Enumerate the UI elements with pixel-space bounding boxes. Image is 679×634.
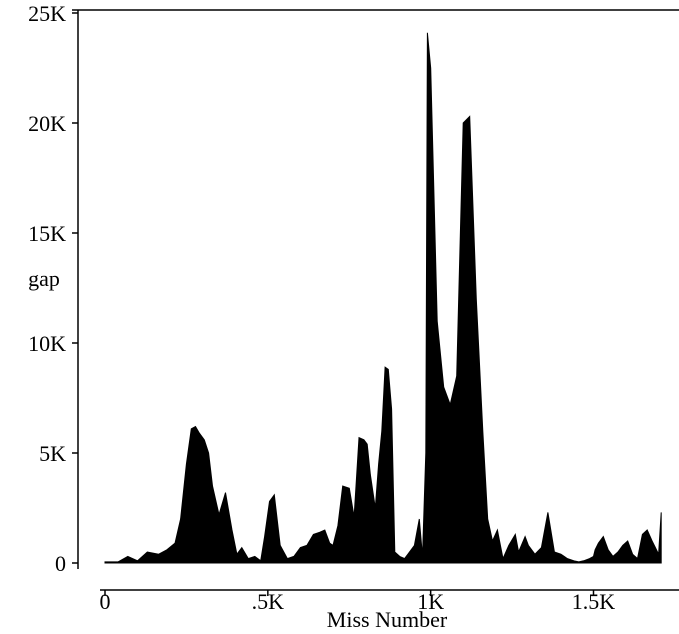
y-tick-label: 0 xyxy=(55,551,66,576)
axes: 0 5K 10K 15K 20K 25K 0 .5K 1K 1.5K xyxy=(28,1,679,614)
gap-area-series xyxy=(104,32,662,564)
y-axis-title: gap xyxy=(28,266,60,291)
y-tick-label: 20K xyxy=(28,111,66,136)
y-tick-label: 15K xyxy=(28,221,66,246)
x-tick-label: 0 xyxy=(100,589,111,614)
y-tick-label: 25K xyxy=(28,1,66,26)
x-axis-title: Miss Number xyxy=(327,607,448,632)
plot-area xyxy=(104,32,662,564)
y-tick-label: 10K xyxy=(28,331,66,356)
x-tick-label: .5K xyxy=(252,589,285,614)
y-tick-label: 5K xyxy=(39,441,66,466)
x-tick-label: 1K xyxy=(417,589,444,614)
x-tick-label: 1.5K xyxy=(572,589,616,614)
